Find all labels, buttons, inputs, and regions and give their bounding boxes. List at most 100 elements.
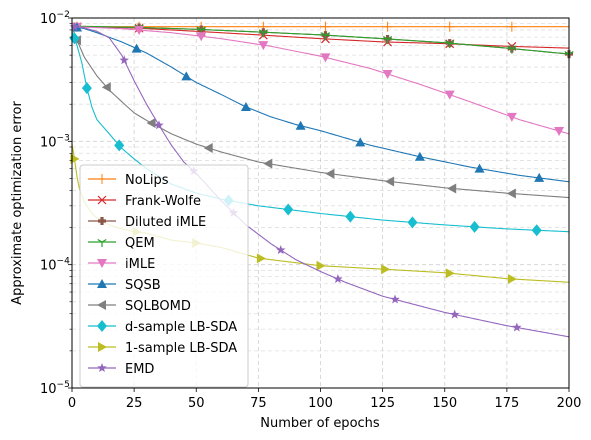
data-point-sqsb (355, 137, 366, 147)
legend-marker-emd (97, 363, 107, 373)
legend-label: 1-sample LB-SDA (125, 341, 237, 356)
data-point-qem (320, 32, 331, 41)
data-point-sqlbomd (146, 118, 156, 129)
data-point-imle (196, 32, 207, 42)
x-tick-label: 50 (188, 396, 205, 411)
y-tick-label: 10−2 (40, 10, 70, 27)
data-point-emd (119, 55, 129, 65)
series-line-imle (71, 26, 570, 135)
data-point-sqlbomd (447, 183, 457, 194)
data-point-d-sample-lb-sda (114, 139, 125, 152)
series-line-frank-wolfe (71, 26, 570, 49)
legend-item-qem: QEM (88, 236, 155, 251)
legend-label: Diluted iMLE (125, 215, 206, 230)
legend-item-imle: iMLE (88, 257, 155, 272)
data-point-imle (258, 41, 269, 51)
x-tick-label: 150 (432, 396, 457, 411)
series-layer (69, 21, 574, 338)
data-point-emd (512, 322, 522, 332)
data-point-nolips (382, 21, 393, 32)
data-point-imle (506, 112, 517, 122)
data-point-emd (333, 274, 343, 284)
x-tick-label: 75 (250, 396, 267, 411)
data-point-imle (134, 26, 145, 36)
series-sqlbomd (71, 26, 570, 199)
data-point-d-sample-lb-sda (469, 220, 480, 233)
data-point-emd (390, 294, 400, 304)
data-point-1-sample-lb-sda (445, 268, 455, 279)
series-sqsb (71, 22, 570, 183)
legend-marker-nolips (97, 174, 107, 184)
legend-label: SQLBOMD (125, 299, 191, 314)
data-point-1-sample-lb-sda (507, 273, 517, 284)
y-tick-label: 10−5 (40, 380, 70, 397)
data-point-1-sample-lb-sda (70, 153, 80, 164)
data-point-sqsb (131, 43, 142, 53)
y-tick-label: 10−3 (40, 133, 70, 150)
x-tick-label: 0 (68, 396, 76, 411)
data-point-sqlbomd (263, 158, 273, 169)
x-tick-label: 125 (370, 396, 395, 411)
series-line-emd (71, 26, 570, 338)
data-point-sqlbomd (101, 82, 111, 93)
x-tick-label: 200 (557, 396, 582, 411)
data-point-imle (554, 127, 565, 137)
data-point-nolips (444, 21, 455, 32)
legend-label: d-sample LB-SDA (125, 320, 237, 335)
y-tick-label: 10−4 (40, 257, 70, 274)
data-point-sqsb (240, 101, 251, 111)
data-point-sqsb (414, 151, 425, 161)
tick-layer: 0 25 50 75 100 125 150 175 200 10−5 10−4 10−3 10−2 (40, 10, 581, 411)
legend-item-frank-wolfe: Frank-Wolfe (88, 194, 201, 209)
data-point-nolips (320, 21, 331, 32)
x-tick-label: 100 (308, 396, 333, 411)
data-point-qem (507, 45, 517, 54)
legend-marker-qem (97, 238, 107, 247)
data-point-d-sample-lb-sda (531, 224, 542, 237)
legend-label: EMD (125, 362, 154, 377)
data-point-sqlbomd (385, 176, 395, 187)
legend-marker-sqlbomd (97, 300, 106, 310)
legend-label: iMLE (125, 257, 155, 272)
legend-marker-diluted-imle (98, 217, 106, 225)
legend-marker-sqsb (97, 279, 107, 288)
data-point-sqsb (181, 71, 192, 81)
legend-marker-d-sample-lb-sda (97, 320, 107, 332)
legend-marker-imle (97, 259, 107, 268)
data-point-d-sample-lb-sda (345, 210, 356, 223)
x-axis-label: Number of epochs (260, 416, 380, 431)
data-point-sqsb (534, 172, 545, 182)
data-point-nolips (506, 21, 517, 32)
data-point-d-sample-lb-sda (407, 216, 418, 229)
legend-marker-1-sample-lb-sda (98, 342, 107, 352)
legend-item-1-sample-lb-sda: 1-sample LB-SDA (88, 341, 237, 356)
data-point-sqlbomd (506, 188, 516, 199)
data-point-qem (382, 35, 393, 44)
data-point-1-sample-lb-sda (381, 264, 391, 275)
legend: NoLips Frank-Wolfe Diluted iMLE QEM iMLE SQSB… (79, 164, 249, 388)
data-point-emd (449, 309, 460, 319)
legend-item-nolips: NoLips (88, 173, 169, 188)
data-point-d-sample-lb-sda (283, 203, 294, 216)
legend-item-sqlbomd: SQLBOMD (88, 299, 191, 314)
legend-label: QEM (125, 236, 155, 251)
legend-item-emd: EMD (88, 362, 154, 377)
data-point-imle (320, 53, 331, 63)
series-line-sqsb (71, 26, 570, 183)
data-point-emd (154, 120, 164, 130)
data-point-sqsb (474, 163, 485, 173)
data-point-emd (275, 245, 286, 255)
legend-item-diluted-imle: Diluted iMLE (88, 215, 206, 230)
data-point-imle (444, 90, 455, 100)
y-axis-label: Approximate optimization error (10, 101, 25, 305)
legend-marker-frank-wolfe (97, 195, 107, 205)
x-tick-label: 175 (494, 396, 519, 411)
legend-label: Frank-Wolfe (125, 194, 201, 209)
x-tick-label: 25 (126, 396, 143, 411)
series-imle (71, 22, 570, 137)
data-point-qem (445, 40, 455, 49)
data-point-1-sample-lb-sda (256, 253, 266, 264)
data-point-d-sample-lb-sda (81, 82, 92, 95)
